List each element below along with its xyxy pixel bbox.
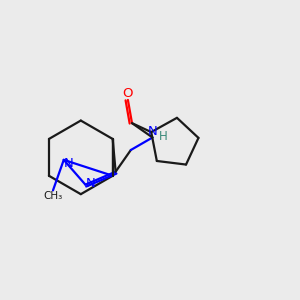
Text: H: H <box>159 130 168 143</box>
Text: N: N <box>63 157 73 170</box>
Text: O: O <box>122 87 132 100</box>
Text: N: N <box>148 125 158 138</box>
Text: CH₃: CH₃ <box>43 191 63 201</box>
Text: N: N <box>86 177 96 190</box>
